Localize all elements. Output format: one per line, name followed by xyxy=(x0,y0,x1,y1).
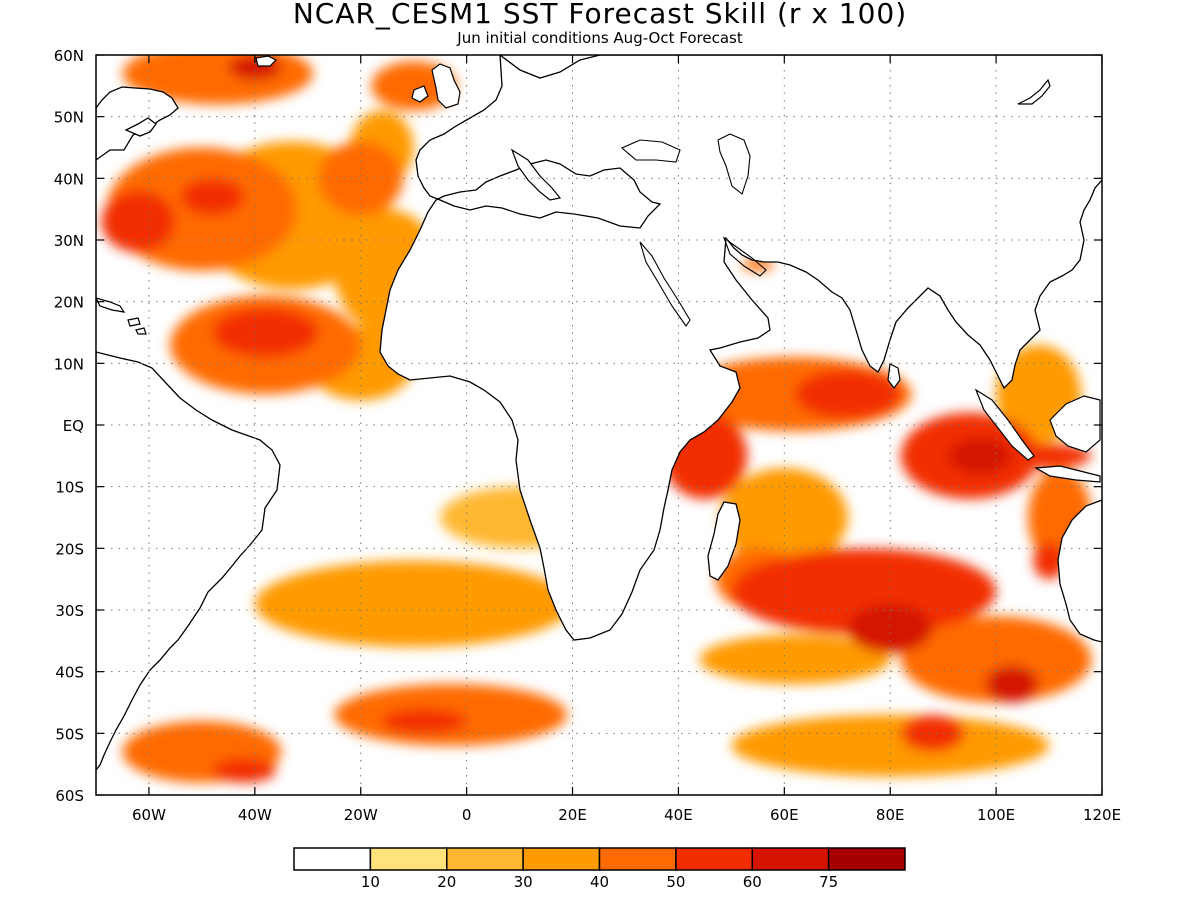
land-australia xyxy=(1057,499,1102,643)
land-italy xyxy=(510,148,562,201)
land-sakhalin xyxy=(1017,78,1051,105)
lon-tick-label: 60W xyxy=(132,806,166,824)
lon-tick-label: 60E xyxy=(770,806,799,824)
skill-region xyxy=(180,178,245,216)
lon-tick-label: 40W xyxy=(238,806,272,824)
lon-tick-label: 40E xyxy=(664,806,693,824)
lon-tick-label: 80E xyxy=(876,806,905,824)
skill-region xyxy=(212,307,319,358)
skill-region xyxy=(699,634,891,684)
axis-labels: 60W 40W 20W 0 20E 40E 60E 80E 100E 120E 60N 50N 40N 3… xyxy=(54,47,1121,824)
colorbar-swatch xyxy=(522,847,601,871)
colorbar: 10 20 30 40 50 60 75 xyxy=(293,847,906,891)
colorbar-label: 20 xyxy=(437,873,456,891)
skill-region xyxy=(847,603,933,654)
skill-region xyxy=(900,616,1092,703)
colorbar-swatch xyxy=(675,847,753,871)
land-sri-lanka xyxy=(887,363,901,389)
lon-tick-label: 20W xyxy=(344,806,378,824)
map-frame xyxy=(95,54,1103,796)
colorbar-swatch xyxy=(446,847,524,871)
lat-tick-label: 40N xyxy=(54,170,84,188)
lat-tick-label: 10S xyxy=(55,479,84,497)
colorbar-swatch xyxy=(751,847,830,871)
lon-tick-label: 120E xyxy=(1083,806,1121,824)
land-americas xyxy=(96,86,281,772)
map-gridlines xyxy=(96,55,1102,795)
land-masses xyxy=(96,55,1102,772)
lat-tick-label: 60N xyxy=(54,47,84,65)
land-caribbean xyxy=(96,297,147,335)
colorbar-label: 10 xyxy=(361,873,380,891)
land-britain xyxy=(411,63,461,109)
lon-tick-label: 100E xyxy=(977,806,1015,824)
colorbar-label: 40 xyxy=(590,873,609,891)
skill-region xyxy=(900,714,965,752)
colorbar-swatch xyxy=(293,847,372,871)
caspian-sea xyxy=(717,133,751,195)
lat-tick-label: 60S xyxy=(55,787,84,805)
skill-region xyxy=(731,548,997,635)
skill-region xyxy=(720,468,848,567)
skill-region xyxy=(254,560,573,647)
lat-tick-label: EQ xyxy=(63,417,84,435)
colorbar-label: 30 xyxy=(514,873,533,891)
skill-region xyxy=(1033,542,1065,580)
skill-region xyxy=(381,708,467,734)
skill-region xyxy=(985,665,1039,703)
persian-gulf xyxy=(722,236,767,277)
skill-region xyxy=(318,141,404,216)
lat-tick-label: 30N xyxy=(54,232,84,250)
lat-tick-label: 50S xyxy=(55,725,84,743)
skill-region xyxy=(948,437,1012,475)
lat-tick-label: 20N xyxy=(54,294,84,312)
land-eurasia-africa xyxy=(379,55,1102,641)
lat-tick-label: 10N xyxy=(54,355,84,373)
red-sea xyxy=(639,241,691,327)
skill-region xyxy=(101,190,176,253)
colorbar-label: 50 xyxy=(666,873,685,891)
lon-tick-label: 20E xyxy=(558,806,587,824)
black-sea xyxy=(620,139,681,163)
skill-region xyxy=(212,758,277,783)
map-subtitle: Jun initial conditions Aug-Oct Forecast xyxy=(457,29,743,47)
colorbar-label: 60 xyxy=(743,873,762,891)
lon-tick-label: 0 xyxy=(462,806,472,824)
lat-tick-label: 40S xyxy=(55,664,84,682)
land-iceland xyxy=(255,55,278,67)
map-title: NCAR_CESM1 SST Forecast Skill (r x 100) xyxy=(292,0,908,30)
land-indonesia xyxy=(974,388,1101,483)
lat-tick-label: 50N xyxy=(54,109,84,127)
lat-tick-label: 20S xyxy=(55,540,84,558)
skill-region xyxy=(794,369,901,419)
land-madagascar xyxy=(707,501,741,581)
colorbar-swatch xyxy=(827,847,906,871)
colorbar-label: 75 xyxy=(819,873,838,891)
colorbar-swatch xyxy=(369,847,448,871)
colorbar-swatch xyxy=(598,847,677,871)
lat-tick-label: 30S xyxy=(55,602,84,620)
